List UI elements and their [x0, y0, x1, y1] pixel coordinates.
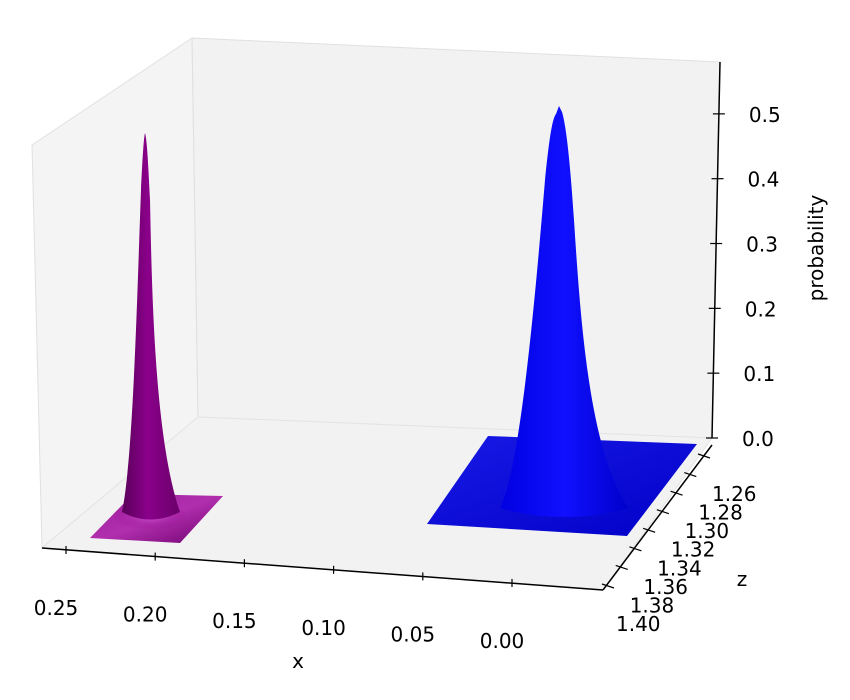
z-tick-label: 0.4 [748, 168, 780, 192]
surfaces-group [90, 106, 697, 543]
y-tick-mark [629, 546, 642, 552]
y-axis-label: z [737, 567, 748, 591]
z-tick-label: 0.1 [743, 362, 775, 386]
y-tick-mark [684, 472, 697, 478]
x-tick-label: 0.05 [391, 622, 436, 646]
x-tick-label: 0.00 [480, 629, 525, 653]
y-tick-label: 1.34 [657, 556, 702, 580]
y-tick-label: 1.36 [643, 575, 688, 599]
y-tick-mark [670, 490, 683, 496]
z-tick-label: 0.3 [746, 233, 778, 257]
x-tick-label: 0.25 [34, 596, 79, 620]
z-tick-group: 0.0 0.1 0.2 0.3 0.4 0.5 [706, 103, 781, 451]
y-tick-mark [615, 564, 628, 570]
x-tick-label: 0.20 [123, 603, 168, 627]
z-axis-label: probability [804, 194, 828, 301]
series-purple-peak [122, 133, 180, 520]
x-axis-line [41, 547, 604, 591]
series-purple [90, 133, 223, 543]
y-tick-group: 1.261.281.301.321.341.361.381.40 [601, 453, 757, 636]
y-tick-mark [656, 509, 670, 515]
y-tick-label: 1.32 [671, 538, 716, 562]
x-tick-label: 0.15 [212, 609, 257, 633]
y-tick-mark [642, 527, 656, 533]
series-blue [427, 106, 697, 536]
y-tick-label: 1.30 [685, 519, 730, 543]
y-tick-label: 1.26 [712, 482, 757, 506]
z-tick-label: 0.0 [742, 427, 774, 451]
x-axis-label: x [292, 649, 304, 673]
z-tick-label: 0.2 [745, 297, 777, 321]
y-tick-label: 1.40 [616, 612, 661, 636]
y-tick-mark [601, 583, 615, 589]
z-tick-label: 0.5 [749, 103, 781, 127]
y-tick-label: 1.38 [630, 593, 675, 617]
y-tick-mark [697, 453, 711, 459]
y-axis-line [602, 444, 713, 591]
x-tick-group: 0.25 0.20 0.15 0.10 0.05 0.00 [34, 546, 525, 653]
series-blue-peak [500, 106, 628, 517]
back-pane [191, 37, 721, 439]
x-tick-label: 0.10 [301, 616, 346, 640]
y-tick-label: 1.28 [698, 501, 743, 525]
z-axis-line [711, 61, 721, 439]
